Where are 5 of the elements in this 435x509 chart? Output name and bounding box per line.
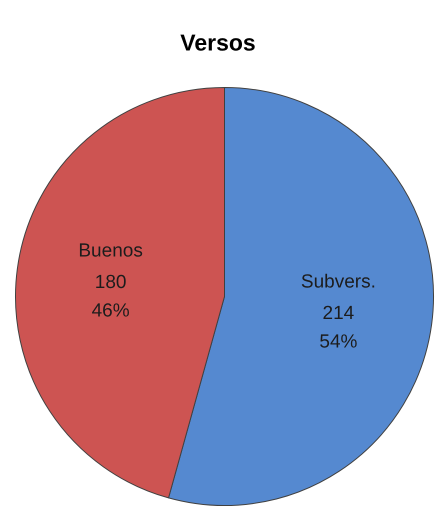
slice-label: Buenos: [78, 240, 143, 262]
data-label: 180 46%: [92, 272, 130, 322]
chart-title: Versos: [180, 30, 256, 56]
slice-label: Subvers.: [300, 272, 376, 293]
data-label: 214 54%: [319, 303, 358, 353]
